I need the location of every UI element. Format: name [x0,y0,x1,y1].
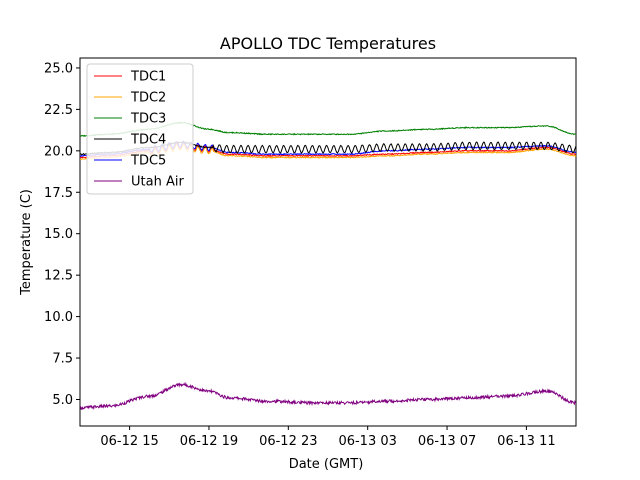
y-tick-label: 25.0 [44,61,73,76]
series-line-utah-air [79,381,577,411]
legend-label: TDC3 [130,112,166,127]
y-tick-label: 17.5 [44,186,73,201]
chart-title: APOLLO TDC Temperatures [220,34,436,53]
y-tick-label: 15.0 [44,227,73,242]
x-tick-label: 06-13 03 [338,434,396,449]
x-tick-label: 06-13 07 [418,434,476,449]
x-tick-label: 06-12 15 [100,434,158,449]
legend-label: Utah Air [131,175,184,190]
y-tick-label: 12.5 [44,269,73,284]
y-tick-label: 10.0 [44,310,73,325]
x-tick-label: 06-12 23 [259,434,317,449]
y-axis-label: Temperature (C) [19,189,34,296]
x-axis: 06-12 15 06-12 19 06-12 23 06-13 03 06-13 07… [100,426,556,449]
y-axis: 5.0 7.5 10.0 12.5 15.0 17.5 20.0 22.5 25.0 [44,61,80,408]
x-axis-label: Date (GMT) [289,457,364,472]
y-tick-label: 22.5 [44,103,73,118]
y-tick-label: 5.0 [52,393,73,408]
legend: TDC1 TDC2 TDC3 TDC4 TDC5 Utah Air [86,63,194,195]
legend-label: TDC4 [130,133,166,148]
legend-label: TDC1 [130,70,166,85]
y-tick-label: 7.5 [52,352,73,367]
x-tick-label: 06-12 19 [180,434,238,449]
x-tick-label: 06-13 11 [497,434,555,449]
legend-label: TDC2 [130,91,166,106]
y-tick-label: 20.0 [44,144,73,159]
legend-label: TDC5 [130,154,166,169]
